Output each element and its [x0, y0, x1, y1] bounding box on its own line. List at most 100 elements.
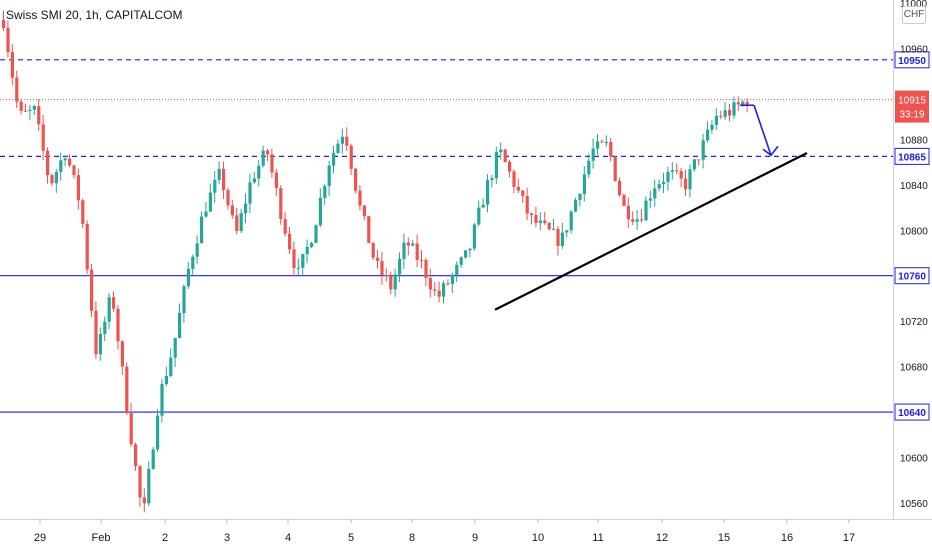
- candle-body: [402, 242, 406, 259]
- candle-body: [230, 205, 234, 216]
- candle-body: [697, 159, 701, 161]
- candle-body: [314, 225, 318, 243]
- arrow-head: [762, 145, 779, 157]
- x-tick-label: 17: [843, 532, 855, 544]
- currency-button[interactable]: CHF: [902, 6, 926, 24]
- candle-body: [32, 106, 36, 110]
- candle-body: [103, 321, 107, 334]
- candle-body: [587, 160, 591, 175]
- candle-body: [552, 228, 556, 230]
- candle-body: [472, 224, 476, 249]
- trend-line: [494, 152, 808, 311]
- candle-body: [160, 384, 164, 416]
- candle-body: [710, 124, 714, 130]
- candle-body: [156, 415, 160, 450]
- candle-body: [76, 175, 80, 201]
- candle-body: [666, 171, 670, 182]
- candle-body: [376, 257, 380, 261]
- candle-body: [670, 170, 674, 172]
- candle-body: [420, 259, 424, 261]
- y-tick-label: 10720: [900, 317, 928, 328]
- y-tick-label: 11000: [900, 0, 928, 10]
- candle-body: [538, 220, 542, 224]
- candle-body: [112, 297, 116, 309]
- candle-body: [521, 190, 525, 196]
- candle-body: [530, 213, 534, 215]
- candle-body: [362, 205, 366, 217]
- candle-body: [525, 195, 529, 214]
- candle-body: [116, 308, 120, 342]
- candle-body: [560, 232, 564, 246]
- x-tick-label: 15: [718, 532, 730, 544]
- candle-body: [406, 242, 410, 246]
- candle-body: [499, 149, 503, 153]
- level-label-box: [894, 267, 930, 285]
- candle-body: [261, 150, 265, 166]
- candle-body: [318, 197, 322, 226]
- candle-body: [574, 199, 578, 212]
- candle-body: [459, 257, 463, 265]
- candle-body: [50, 175, 54, 184]
- candle-body: [296, 267, 300, 269]
- candle-body: [169, 357, 173, 376]
- candle-body: [450, 274, 454, 284]
- drawings: [494, 104, 808, 311]
- candlesticks: [2, 10, 749, 513]
- candle-body: [257, 165, 261, 179]
- candle-body: [129, 413, 133, 445]
- level-label: 10640: [898, 408, 926, 419]
- candle-body: [107, 297, 111, 322]
- candle-body: [736, 102, 740, 105]
- candle-body: [653, 188, 657, 199]
- candle-body: [618, 181, 622, 196]
- x-tick-label: 5: [348, 532, 354, 544]
- candle-body: [90, 269, 94, 311]
- level-label: 10950: [898, 56, 926, 67]
- candle-body: [389, 275, 393, 290]
- candle-body: [288, 233, 292, 250]
- candle-body: [2, 20, 6, 28]
- candle-body: [609, 141, 613, 157]
- candle-body: [464, 250, 468, 258]
- candle-body: [424, 260, 428, 279]
- candle-body: [398, 258, 402, 275]
- candle-body: [367, 216, 371, 244]
- candle-body: [384, 275, 388, 277]
- candle-body: [226, 190, 230, 206]
- candle-body: [6, 27, 10, 53]
- candle-body: [305, 246, 309, 255]
- x-tick-label: 29: [34, 532, 46, 544]
- x-tick-label: 10: [532, 532, 544, 544]
- candle-body: [208, 192, 212, 212]
- candle-body: [723, 110, 727, 117]
- candle-body: [239, 213, 243, 231]
- candle-body: [582, 174, 586, 194]
- candle-body: [200, 216, 204, 244]
- candle-body: [701, 140, 705, 160]
- candle-body: [204, 211, 208, 217]
- candle-body: [98, 333, 102, 355]
- candle-body: [626, 205, 630, 220]
- y-tick-label: 10600: [900, 454, 928, 465]
- candle-body: [662, 181, 666, 185]
- candle-body: [125, 366, 129, 414]
- candle-body: [648, 198, 652, 201]
- candle-body: [411, 243, 415, 246]
- candle-body: [46, 150, 50, 176]
- candle-body: [345, 136, 349, 146]
- candle-body: [191, 256, 195, 269]
- candle-body: [222, 169, 226, 191]
- candle-body: [591, 148, 595, 161]
- y-tick-label: 10880: [900, 135, 928, 146]
- candle-body: [310, 242, 314, 247]
- candle-body: [490, 178, 494, 181]
- x-tick-label: 4: [285, 532, 291, 544]
- candle-body: [142, 497, 146, 504]
- candle-body: [59, 160, 63, 173]
- level-label: 10760: [898, 272, 926, 283]
- candle-body: [446, 283, 450, 285]
- candle-body: [138, 466, 142, 498]
- candle-body: [635, 219, 639, 222]
- candle-body: [745, 101, 749, 106]
